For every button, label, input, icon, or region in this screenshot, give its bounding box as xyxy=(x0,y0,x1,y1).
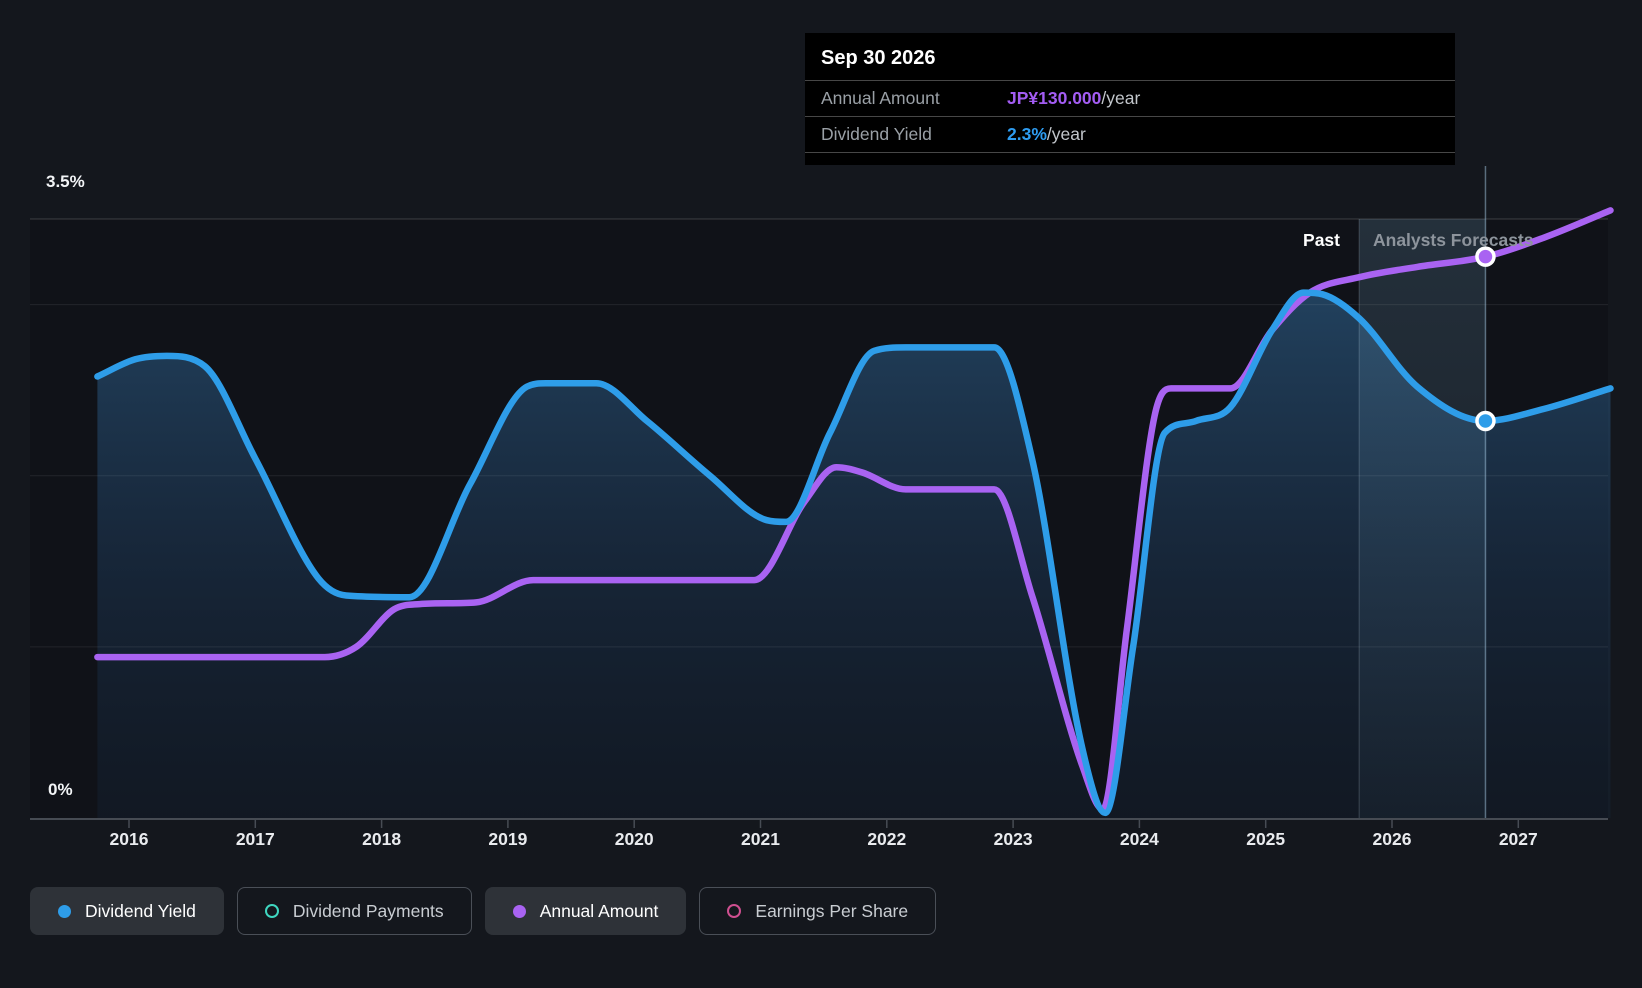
svg-text:2025: 2025 xyxy=(1246,829,1285,849)
tooltip-value: JP¥130.000/year xyxy=(1007,88,1141,108)
past-label: Past xyxy=(1303,230,1340,250)
legend-button-dividend-yield[interactable]: Dividend Yield xyxy=(30,887,224,935)
analysts-forecasts-label: Analysts Forecasts xyxy=(1373,230,1534,250)
tooltip-label: Annual Amount xyxy=(821,88,940,108)
annual-amount-dot-icon xyxy=(512,904,526,918)
svg-text:2024: 2024 xyxy=(1120,829,1159,849)
y-axis-label-max: 3.5% xyxy=(46,172,85,191)
svg-text:2026: 2026 xyxy=(1373,829,1412,849)
legend-button-dividend-payments[interactable]: Dividend Payments xyxy=(236,887,472,935)
svg-text:2019: 2019 xyxy=(488,829,527,849)
tooltip-row-dividend-yield: Dividend Yield 2.3%/year xyxy=(805,116,1455,153)
svg-text:2027: 2027 xyxy=(1499,829,1538,849)
svg-text:2017: 2017 xyxy=(236,829,275,849)
svg-text:2016: 2016 xyxy=(110,829,149,849)
legend-button-earnings-per-share[interactable]: Earnings Per Share xyxy=(699,887,937,935)
legend-label: Dividend Payments xyxy=(292,900,444,921)
legend-label: Annual Amount xyxy=(539,900,659,921)
tooltip-value: 2.3%/year xyxy=(1007,124,1086,144)
legend-label: Earnings Per Share xyxy=(755,900,909,921)
tooltip-label: Dividend Yield xyxy=(821,124,932,144)
earnings-per-share-ring-icon xyxy=(727,904,742,918)
svg-text:2022: 2022 xyxy=(867,829,906,849)
svg-text:2018: 2018 xyxy=(362,829,401,849)
hover-tooltip: Sep 30 2026 Annual Amount JP¥130.000/yea… xyxy=(805,33,1455,165)
svg-text:2021: 2021 xyxy=(741,829,780,849)
tooltip-row-annual-amount: Annual Amount JP¥130.000/year xyxy=(805,80,1455,116)
svg-text:2023: 2023 xyxy=(994,829,1033,849)
legend-label: Dividend Yield xyxy=(85,900,196,921)
dividend-payments-ring-icon xyxy=(264,904,279,918)
svg-text:2020: 2020 xyxy=(615,829,654,849)
dividend-yield-dot-icon xyxy=(58,904,71,918)
legend-button-annual-amount[interactable]: Annual Amount xyxy=(484,887,687,935)
tooltip-date: Sep 30 2026 xyxy=(821,47,936,69)
legend: Dividend Yield Dividend Payments Annual … xyxy=(30,887,937,935)
y-axis-label-zero: 0% xyxy=(48,780,73,799)
